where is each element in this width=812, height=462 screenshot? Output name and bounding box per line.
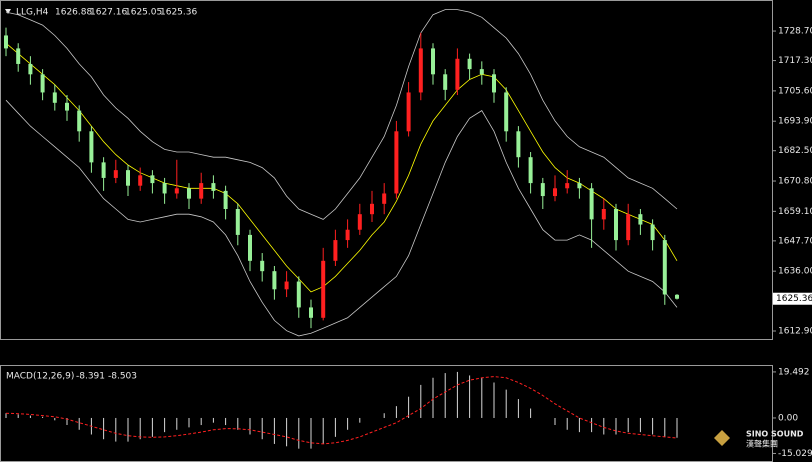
candle-body — [370, 203, 374, 215]
price-tag-label: 1625.36 — [776, 294, 812, 304]
candle-body — [394, 131, 399, 194]
logo-name: SINO SOUND — [746, 430, 804, 439]
macd-histogram-last: -8.391 — [76, 372, 105, 382]
candle-body — [235, 209, 240, 235]
candle-body — [553, 188, 557, 197]
candle-body — [345, 229, 350, 241]
y-tick-label: 1717.30 — [778, 56, 812, 66]
candle-body — [479, 69, 484, 75]
candle-body — [565, 183, 570, 189]
ohlc-open: 1626.88 — [55, 8, 92, 18]
candle-body — [89, 131, 94, 163]
ohlc-high: 1627.16 — [90, 8, 127, 18]
candle-body — [174, 188, 179, 194]
candle-body — [418, 48, 423, 93]
y-tick-label: 1693.90 — [778, 117, 812, 127]
candle-body — [650, 224, 655, 241]
y-tick-label: 1612.90 — [778, 327, 812, 337]
candle-body — [601, 209, 606, 220]
candle-body — [321, 260, 326, 318]
y-tick-label: 19.492 — [778, 367, 810, 377]
logo: SINO SOUND 漢聲集團 — [714, 430, 804, 449]
price-plot — [4, 9, 679, 337]
y-tick-label: 1682.50 — [778, 146, 812, 156]
symbol-title: LLG,H4 — [16, 8, 49, 18]
candle-body — [333, 240, 338, 261]
candle-body — [296, 281, 301, 308]
y-tick-label: 1636.00 — [778, 267, 812, 277]
bollinger-band — [5, 99, 678, 337]
candle-body — [211, 183, 216, 191]
candle-body — [101, 162, 106, 178]
price-panel-frame — [0, 0, 773, 340]
candle-body — [40, 74, 45, 93]
candle-body — [248, 234, 252, 261]
candle-body — [577, 183, 582, 189]
candle-body — [516, 131, 521, 158]
candle-body — [65, 102, 69, 111]
candle-body — [382, 193, 387, 204]
y-tick-label: 0.00 — [778, 413, 798, 423]
candle-body — [406, 92, 411, 132]
candle-body — [662, 240, 667, 295]
ohlc-low: 1625.05 — [125, 8, 162, 18]
candle-body — [150, 175, 155, 184]
candle-body — [492, 74, 496, 93]
candle-body — [52, 92, 57, 103]
candle-body — [638, 214, 643, 225]
macd-signal-line — [5, 376, 678, 445]
y-tick-label: 1670.80 — [778, 177, 812, 187]
y-tick-label: 1705.60 — [778, 86, 812, 96]
menu-arrow[interactable] — [5, 9, 11, 14]
price-tag — [773, 292, 812, 305]
candle-body — [272, 271, 277, 290]
candle-body — [455, 58, 460, 90]
candle-body — [126, 170, 130, 186]
candle-body — [223, 190, 228, 210]
candle-body — [187, 188, 191, 199]
candle-body — [113, 170, 118, 178]
bollinger-band — [5, 9, 678, 220]
logo-subtitle: 漢聲集團 — [746, 439, 778, 449]
candle-body — [28, 63, 33, 75]
candle-body — [431, 48, 435, 75]
candle-body — [626, 214, 631, 241]
candle-body — [199, 183, 204, 199]
candle-body — [614, 209, 618, 241]
y-tick-label: 1647.70 — [778, 236, 812, 246]
candle-body — [77, 110, 82, 132]
candle-body — [284, 281, 289, 290]
macd-title: MACD(12,26,9) — [6, 372, 74, 382]
candle-body — [162, 183, 167, 194]
ohlc-close: 1625.36 — [160, 8, 197, 18]
candle-body — [528, 157, 533, 184]
y-tick-label: 1728.70 — [778, 27, 812, 37]
candle-body — [467, 58, 472, 70]
candle-body — [4, 35, 8, 49]
candle-body — [589, 188, 594, 220]
candle-body — [504, 92, 509, 132]
candle-body — [260, 260, 265, 272]
moving-average — [5, 42, 678, 293]
candle-body — [138, 175, 143, 186]
candle-body — [540, 183, 545, 197]
candle-body — [675, 294, 679, 299]
candle-body — [357, 214, 362, 230]
y-tick-label: -15.029 — [778, 449, 812, 459]
logo-mark — [714, 430, 730, 446]
candle-body — [443, 74, 448, 90]
macd-signal-last: -8.503 — [108, 372, 137, 382]
candle-body — [16, 48, 21, 64]
candle-body — [309, 307, 313, 318]
y-tick-label: 1659.10 — [778, 207, 812, 217]
